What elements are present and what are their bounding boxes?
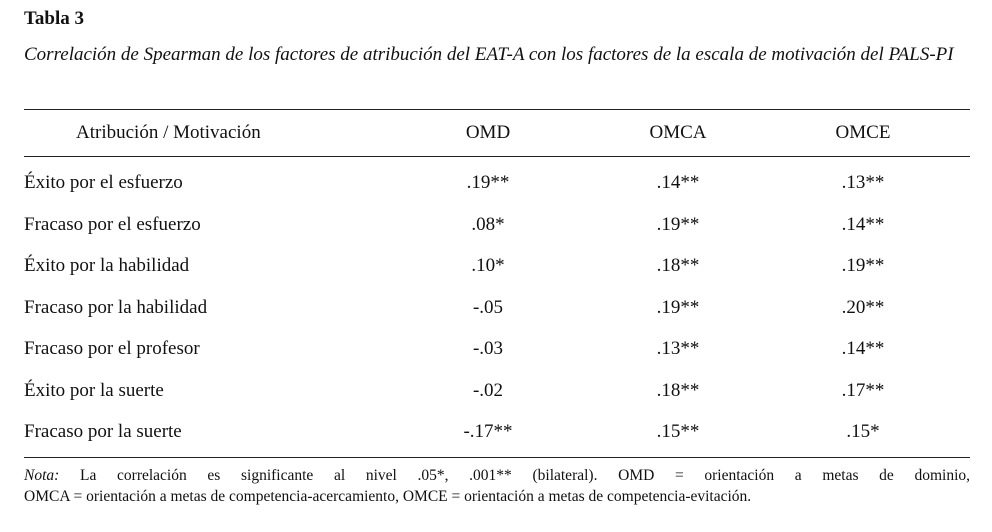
cell-omca: .15** (656, 421, 700, 442)
table-body: Éxito por el esfuerzo .19** .14** .13** … (24, 165, 970, 456)
cell-omca: .19** (656, 213, 700, 235)
cell-omd: .10* (471, 255, 505, 276)
table-row: Éxito por la suerte -.02 .18** .17** (24, 373, 970, 415)
cell-omd: .19** (466, 172, 510, 193)
row-label: Fracaso por la habilidad (24, 296, 208, 318)
cell-omce: .14** (841, 338, 885, 359)
table-number: Tabla 3 (24, 8, 85, 29)
cell-omca: .18** (656, 379, 700, 401)
header-rule (24, 156, 970, 157)
cell-omd: -.05 (472, 296, 504, 318)
note-text-line1: La correlación es significante al nivel … (80, 467, 971, 484)
row-label: Fracaso por el profesor (24, 338, 200, 359)
cell-omce: .14** (841, 213, 885, 235)
cell-omce: .20** (841, 296, 885, 318)
cell-omce: .19** (841, 255, 885, 276)
table-header-row: Atribución / Motivación OMD OMCA OMCE (24, 115, 970, 151)
cell-omce: .17** (841, 379, 885, 401)
header-omd: OMD (465, 122, 511, 143)
note-text-line2: OMCA = orientación a metas de competenci… (24, 488, 752, 505)
cell-omd: -.02 (472, 379, 504, 401)
row-label: Éxito por el esfuerzo (24, 172, 183, 193)
cell-omd: -.03 (472, 338, 504, 359)
table-row: Éxito por la habilidad .10* .18** .19** (24, 248, 970, 290)
note-label: Nota: (24, 467, 60, 484)
header-omce: OMCE (835, 122, 891, 143)
row-label: Fracaso por el esfuerzo (24, 213, 201, 235)
cell-omca: .13** (656, 338, 700, 359)
header-omca: OMCA (649, 122, 707, 143)
table-row: Fracaso por el profesor -.03 .13** .14** (24, 331, 970, 373)
table-row: Fracaso por la habilidad -.05 .19** .20*… (24, 290, 970, 332)
top-rule (24, 109, 970, 110)
table-row: Fracaso por el esfuerzo .08* .19** .14** (24, 207, 970, 249)
table-row: Fracaso por la suerte -.17** .15** .15* (24, 414, 970, 456)
row-label: Éxito por la habilidad (24, 255, 190, 276)
cell-omd: -.17** (463, 421, 513, 442)
bottom-rule (24, 457, 970, 458)
cell-omce: .13** (841, 172, 885, 193)
row-label: Fracaso por la suerte (24, 421, 182, 442)
cell-omd: .08* (471, 213, 505, 235)
table-row: Éxito por el esfuerzo .19** .14** .13** (24, 165, 970, 207)
table-note: Nota: La correlación es significante al … (24, 465, 970, 486)
table-caption: Correlación de Spearman de los factores … (24, 44, 954, 65)
header-attribution: Atribución / Motivación (76, 122, 261, 143)
cell-omca: .14** (656, 172, 700, 193)
cell-omca: .19** (656, 296, 700, 318)
cell-omca: .18** (656, 255, 700, 276)
cell-omce: .15* (846, 421, 880, 442)
row-label: Éxito por la suerte (24, 379, 164, 401)
